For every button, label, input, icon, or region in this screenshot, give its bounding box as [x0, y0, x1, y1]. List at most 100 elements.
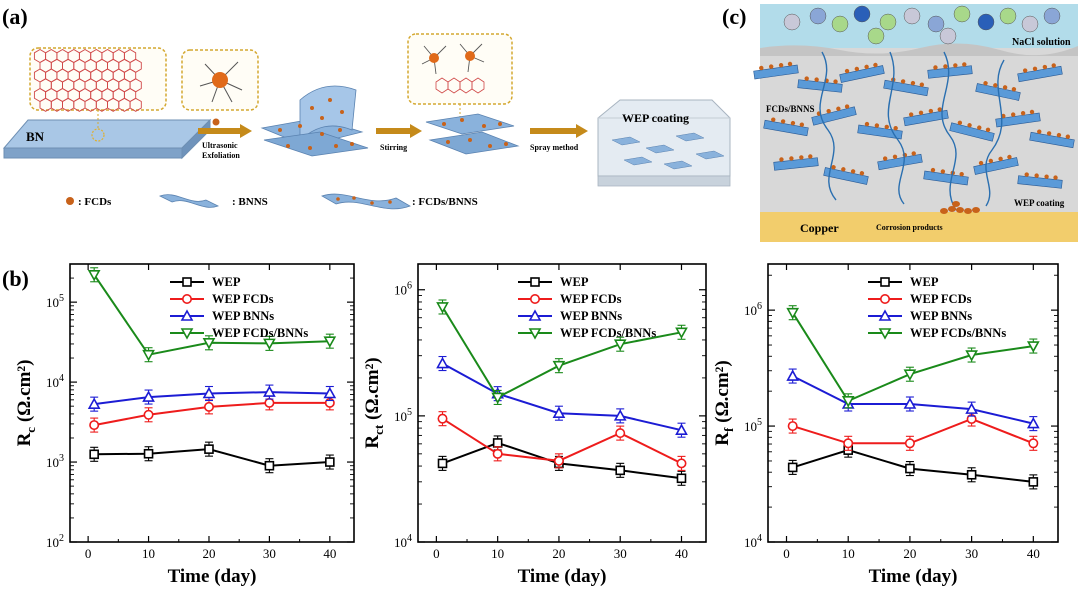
legend-entry: WEP BNNs: [910, 309, 972, 323]
x-tick-label: 0: [433, 546, 440, 561]
data-point: [1026, 341, 1040, 353]
fcds-bnns-flake: [839, 62, 885, 83]
data-point: [182, 277, 192, 287]
data-point: [325, 457, 335, 467]
y-tick-label: 102: [46, 533, 64, 550]
bnns-symbol-icon: [158, 194, 220, 208]
fcds-bnns-inset: [407, 33, 513, 105]
y-tick-label: 106: [394, 281, 412, 298]
data-point: [89, 420, 100, 431]
diffusion-paths: [819, 51, 1005, 211]
data-point: [263, 338, 276, 351]
data-point: [204, 444, 214, 454]
legend-entry: WEP FCDs: [910, 292, 972, 306]
dispersed-sheets: [425, 113, 520, 155]
x-tick-label: 30: [263, 546, 276, 561]
data-point: [529, 293, 540, 304]
legend-bnns: : BNNS: [232, 196, 268, 208]
y-axis-label: Rc (Ω.cm²): [14, 360, 38, 447]
y-tick-label: 104: [46, 373, 64, 390]
fcds-bnns-flake: [973, 154, 1019, 175]
ion-particle: [953, 5, 971, 23]
data-point: [965, 350, 978, 362]
fcds-bnns-flake: [1017, 63, 1063, 83]
legend-entry: WEP FCDs/BNNs: [212, 326, 308, 340]
data-point: [87, 269, 101, 282]
x-tick-label: 0: [783, 546, 790, 561]
data-point: [143, 448, 154, 459]
data-point: [180, 328, 194, 340]
legend-entry: WEP BNNs: [560, 309, 622, 323]
data-point: [843, 438, 854, 449]
x-tick-label: 10: [842, 546, 855, 561]
panel-c: (c) NaCl solution FCDs/BNNS WEP coating …: [722, 4, 1078, 242]
fcds-bnns-flake: [763, 117, 809, 137]
data-point: [966, 469, 977, 480]
data-point: [530, 277, 540, 287]
data-point: [528, 309, 542, 321]
x-tick-label: 40: [1027, 546, 1040, 561]
y-axis-label: Rf (Ω.cm²): [712, 360, 736, 445]
data-point: [903, 397, 917, 409]
ultrasonic-label: Ultrasonic: [202, 141, 238, 150]
legend-entry: WEP FCDs: [212, 292, 274, 306]
data-point: [492, 448, 503, 459]
x-tick-label: 10: [491, 546, 504, 561]
ion-particle: [783, 13, 801, 31]
data-point: [491, 392, 505, 405]
data-point: [787, 462, 798, 473]
data-point: [264, 397, 275, 408]
exfoliation-label: Exfoliation: [202, 151, 240, 160]
data-point: [1026, 416, 1040, 429]
x-axis-label: Time (day): [869, 566, 958, 587]
copper-label: Copper: [800, 221, 839, 235]
data-point: [878, 328, 892, 340]
fcd-symbol-icon: [66, 197, 74, 205]
ion-particle: [903, 7, 921, 25]
spray-method-label: Spray method: [530, 143, 579, 152]
ion-particle: [999, 7, 1017, 25]
data-point: [552, 360, 566, 373]
y-tick-label: 106: [744, 301, 762, 318]
data-point: [1028, 438, 1039, 449]
data-point: [1028, 477, 1039, 487]
bn-lattice-inset: [29, 47, 167, 112]
fcds-bnns-flake: [927, 62, 973, 79]
ion-particle: [1043, 7, 1061, 25]
data-point: [142, 390, 155, 402]
data-point: [613, 339, 627, 351]
legend-entry: WEP: [560, 275, 589, 289]
data-point: [787, 421, 798, 432]
data-point: [615, 465, 626, 476]
data-point: [786, 307, 800, 320]
data-point: [437, 413, 448, 424]
fcds-bnns-symbol-icon: [321, 193, 411, 210]
y-axis-label: Rct (Ω.cm²): [362, 357, 386, 448]
x-tick-label: 40: [675, 546, 688, 561]
ion-particle: [853, 5, 871, 23]
plot-frame: [417, 263, 707, 543]
nacl-solution-label: NaCl solution: [1012, 37, 1071, 48]
data-point: [528, 328, 542, 340]
data-point: [553, 455, 564, 466]
legend-entry: WEP: [910, 275, 939, 289]
fcds-bnns-flake: [903, 107, 949, 127]
chart-2: 0 10 20 30 40 104 105 106 Time (day) Rct (Ω.cm²) W…: [362, 263, 707, 587]
ion-particle: [939, 27, 957, 45]
fcds-bnns-flake: [883, 77, 929, 97]
data-point: [264, 460, 275, 471]
wep-coating-label-c: WEP coating: [1014, 198, 1065, 208]
data-point: [202, 386, 216, 399]
data-point: [879, 293, 890, 304]
legend-entry: WEP FCDs: [560, 292, 622, 306]
wep-coating-label: WEP coating: [622, 111, 689, 125]
legend-fcds: : FCDs: [78, 196, 112, 208]
data-point: [676, 473, 687, 484]
x-tick-label: 0: [85, 546, 92, 561]
arrow-spray: Spray method: [530, 124, 588, 152]
data-point: [841, 396, 855, 408]
data-point: [905, 463, 915, 474]
fcds-bnns-flake: [753, 61, 799, 80]
ion-particle: [977, 13, 995, 31]
